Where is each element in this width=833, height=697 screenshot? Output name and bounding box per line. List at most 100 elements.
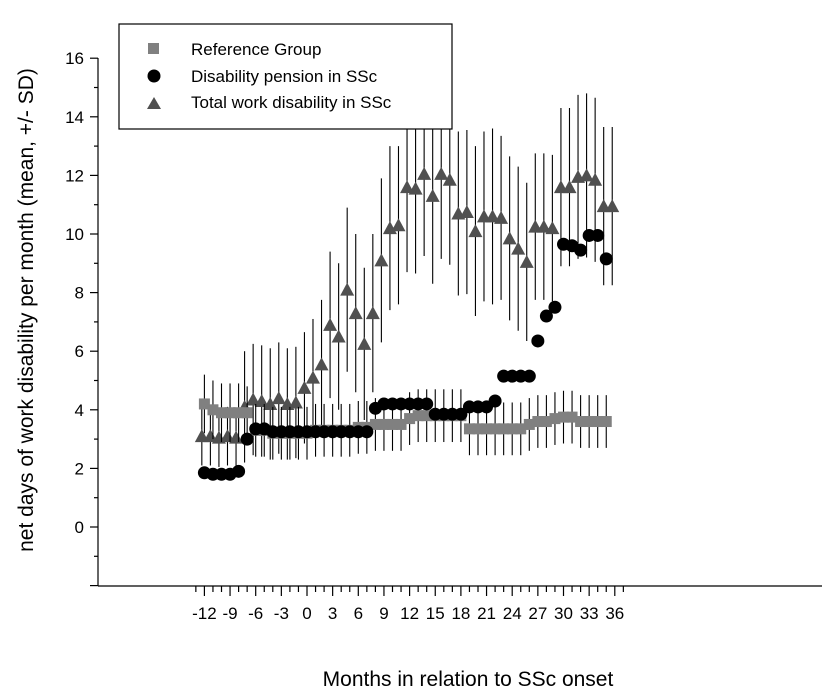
- legend-disability-pension-marker: [147, 69, 161, 83]
- data-point-square: [395, 418, 407, 430]
- x-tick-label: 18: [451, 604, 470, 623]
- y-tick-label: 8: [75, 284, 84, 303]
- data-point-square: [369, 418, 381, 430]
- data-point-triangle: [391, 218, 406, 232]
- data-point-triangle: [263, 396, 278, 410]
- data-point-square: [515, 423, 527, 435]
- legend-disability-pension-label: Disability pension in SSc: [191, 67, 378, 86]
- y-tick-label: 0: [75, 518, 84, 537]
- data-point-circle: [599, 252, 613, 266]
- data-point-triangle: [203, 429, 218, 443]
- series-reference-group: [198, 374, 612, 460]
- data-point-circle: [232, 464, 246, 478]
- data-point-circle: [360, 425, 374, 439]
- data-point-square: [241, 407, 253, 419]
- data-point-square: [575, 416, 587, 428]
- data-point-triangle: [519, 254, 534, 268]
- data-point-triangle: [434, 166, 449, 180]
- x-tick-label: 27: [528, 604, 547, 623]
- data-point-triangle: [400, 180, 415, 194]
- data-point-square: [378, 418, 390, 430]
- data-point-circle: [488, 394, 502, 408]
- data-point-square: [481, 423, 493, 435]
- x-tick-label: -6: [248, 604, 263, 623]
- x-tick-label: 3: [328, 604, 337, 623]
- data-point-triangle: [374, 253, 389, 267]
- data-point-triangle: [271, 391, 286, 405]
- data-point-square: [404, 413, 416, 425]
- x-axis-title: Months in relation to SSc onset: [323, 668, 614, 691]
- legend-total-work-disability-label: Total work disability in SSc: [191, 93, 392, 112]
- data-point-circle: [574, 243, 588, 257]
- data-point-triangle: [246, 392, 261, 406]
- legend-frame: [118, 23, 453, 130]
- x-tick-label: 21: [477, 604, 496, 623]
- legend: Reference Group Disability pension in SS…: [118, 23, 453, 130]
- data-point-circle: [420, 397, 434, 411]
- data-point-triangle: [254, 394, 269, 408]
- data-point-triangle: [305, 370, 320, 384]
- data-point-square: [463, 423, 475, 435]
- data-point-square: [566, 411, 578, 423]
- y-axis-title: net days of work disability per month (m…: [15, 68, 38, 552]
- data-point-triangle: [425, 188, 440, 202]
- y-tick-label: 4: [75, 401, 84, 420]
- y-tick-label: 2: [75, 459, 84, 478]
- series-disability-pension-in-ssc: [197, 228, 613, 481]
- data-point-triangle: [485, 209, 500, 223]
- data-point-square: [207, 404, 219, 416]
- marks-layer: [194, 88, 620, 481]
- data-point-triangle: [348, 306, 363, 320]
- data-point-square: [198, 398, 210, 410]
- data-point-circle: [539, 309, 553, 323]
- data-point-square: [412, 410, 424, 422]
- y-tick-label: 14: [65, 108, 84, 127]
- data-point-circle: [522, 369, 536, 383]
- y-axis-ticks: 0 2 4 6 8 10 12 14 16: [65, 49, 98, 587]
- data-point-square: [472, 423, 484, 435]
- data-point-triangle: [297, 380, 312, 394]
- data-point-circle: [240, 432, 254, 446]
- data-point-square: [540, 416, 552, 428]
- data-point-square: [421, 410, 433, 422]
- data-point-triangle: [605, 199, 620, 213]
- data-point-triangle: [408, 181, 423, 195]
- data-point-circle: [591, 228, 605, 242]
- y-tick-label: 10: [65, 225, 84, 244]
- data-point-square: [600, 416, 612, 428]
- data-point-square: [387, 418, 398, 430]
- data-point-triangle: [502, 231, 517, 245]
- x-tick-label: 0: [302, 604, 311, 623]
- data-point-triangle: [511, 241, 526, 255]
- data-point-square: [592, 416, 604, 428]
- x-tick-label: 9: [379, 604, 388, 623]
- x-tick-label: 15: [426, 604, 445, 623]
- data-point-circle: [531, 334, 545, 348]
- series-total-work-disability-in-ssc: [194, 88, 620, 467]
- data-point-triangle: [442, 172, 457, 186]
- x-tick-label: 12: [400, 604, 419, 623]
- legend-reference-group-marker: [148, 43, 159, 54]
- data-point-square: [558, 411, 569, 423]
- x-tick-label: -9: [222, 604, 237, 623]
- data-point-triangle: [323, 317, 338, 331]
- x-tick-label: 24: [503, 604, 522, 623]
- data-point-square: [583, 416, 595, 428]
- x-tick-label: 6: [354, 604, 363, 623]
- legend-total-work-disability-marker: [147, 97, 161, 109]
- y-tick-label: 12: [65, 166, 84, 185]
- data-point-triangle: [588, 172, 603, 186]
- data-point-square: [549, 413, 561, 425]
- data-point-triangle: [331, 329, 346, 343]
- data-point-triangle: [340, 282, 355, 296]
- x-tick-label: -12: [192, 604, 217, 623]
- data-point-square: [216, 407, 227, 419]
- data-point-square: [489, 423, 501, 435]
- data-point-triangle: [229, 430, 244, 444]
- data-point-triangle: [357, 336, 372, 350]
- x-tick-label: 33: [580, 604, 599, 623]
- x-tick-label: 36: [605, 604, 624, 623]
- y-tick-label: 6: [75, 342, 84, 361]
